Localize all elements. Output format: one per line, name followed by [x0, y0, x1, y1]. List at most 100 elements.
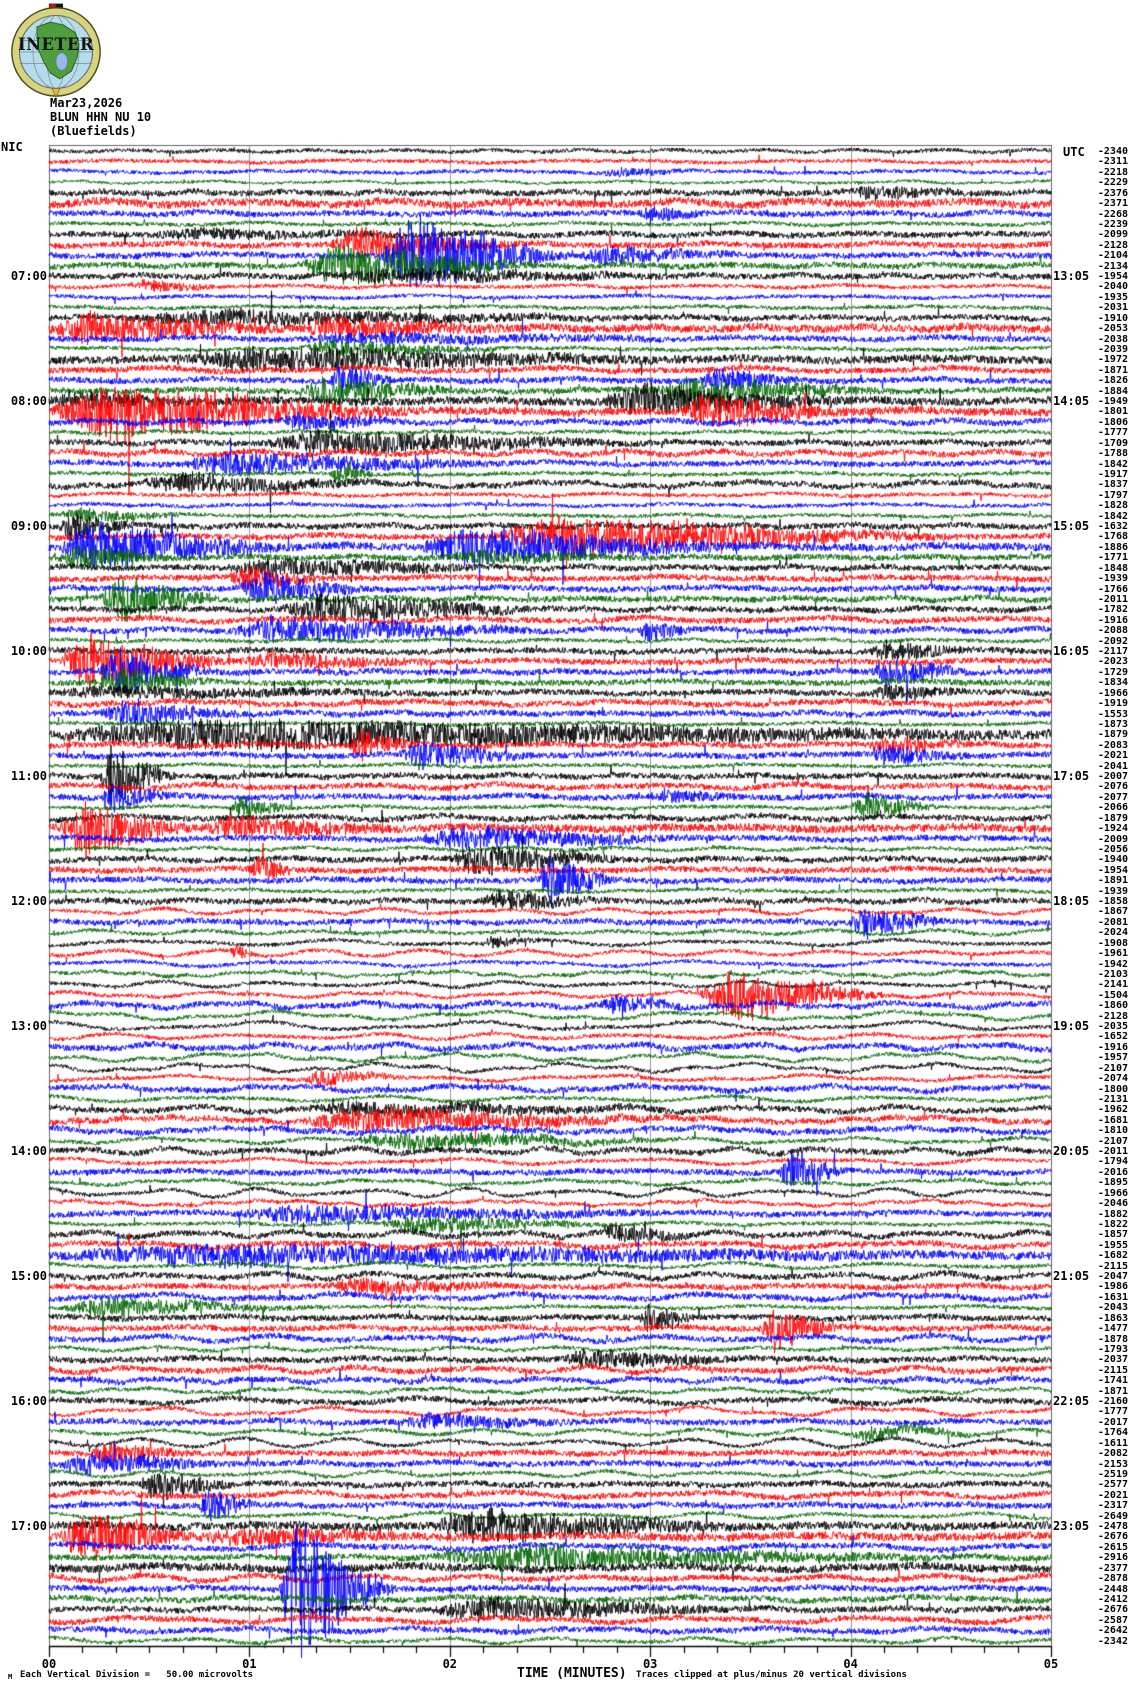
trace-offset-value: -2016 [1097, 1166, 1128, 1178]
trace-offset-value: -2046 [1097, 1198, 1128, 1210]
left-time-label: 14:00 [10, 1144, 47, 1158]
left-time-label: 17:00 [10, 1519, 47, 1533]
logo-nicaragua-map [36, 21, 80, 80]
trace-offset-value: -1871 [1097, 364, 1128, 376]
trace-offset-value: -1873 [1097, 718, 1128, 730]
trace-offset-value: -1632 [1097, 521, 1128, 532]
trace-offset-value: -1477 [1097, 1323, 1128, 1335]
trace-offset-value: -1810 [1097, 1125, 1128, 1137]
trace-offset-value: -1777 [1097, 1406, 1128, 1418]
trace-offset-value: -2229 [1097, 177, 1128, 189]
x-axis-title: TIME (MINUTES) [517, 1666, 627, 1681]
trace-offset-value: -2035 [1097, 1021, 1128, 1032]
right-time-label: 18:05 [1053, 894, 1090, 908]
trace-offset-value: -2083 [1097, 739, 1128, 751]
trace-offset-value: -1916 [1097, 1041, 1128, 1053]
trace-offset-value: -1729 [1097, 666, 1128, 678]
trace-offset-value: -1884 [1097, 385, 1128, 397]
trace-offset-value: -1966 [1097, 687, 1128, 699]
trace-offset-value: -2115 [1097, 1260, 1128, 1272]
left-time-label: 12:00 [10, 894, 47, 908]
trace-offset-value: -1771 [1097, 552, 1128, 564]
trace-offset-value: -1842 [1097, 458, 1128, 470]
trace-offset-value: -1826 [1097, 375, 1128, 387]
left-time-label: 07:00 [10, 269, 47, 283]
trace-offset-value: -2239 [1097, 218, 1128, 230]
trace-offset-value: -2024 [1097, 927, 1128, 939]
trace-offset-value: -1822 [1097, 1218, 1128, 1230]
right-time-label: 15:05 [1053, 519, 1090, 533]
trace-offset-value: -1709 [1097, 437, 1128, 449]
trace-offset-value: -2017 [1097, 1416, 1128, 1428]
vertical-scale-note: Each Vertical Division = 50.00 microvolt… [20, 1670, 253, 1680]
trace-offset-value: -2040 [1097, 281, 1128, 293]
right-time-label: 20:05 [1053, 1144, 1090, 1158]
trace-offset-value: -1916 [1097, 614, 1128, 626]
right-time-label: 16:05 [1053, 644, 1090, 658]
right-time-label: 23:05 [1053, 1519, 1090, 1533]
trace-offset-value: -2131 [1097, 1093, 1128, 1105]
trace-offset-value: -2412 [1097, 1593, 1128, 1605]
left-time-label: 11:00 [10, 769, 47, 783]
trace-offset-value: -2676 [1097, 1531, 1128, 1543]
trace-offset-value: -2074 [1097, 1073, 1128, 1085]
trace-offset-value: -2160 [1097, 1396, 1128, 1407]
trace-offset-value: -2009 [1097, 833, 1128, 845]
trace-offset-value: -1504 [1097, 989, 1128, 1001]
trace-offset-value: -1962 [1097, 1104, 1128, 1116]
trace-offset-value: -2649 [1097, 1510, 1128, 1522]
trace-offset-value: -1882 [1097, 1208, 1128, 1220]
trace-offset-value: -1681 [1097, 1114, 1128, 1126]
trace-offset-value: -2128 [1097, 239, 1128, 251]
trace-offset-value: -1924 [1097, 823, 1128, 835]
trace-offset-value: -1797 [1097, 489, 1128, 501]
x-tick-label: 03 [642, 1657, 658, 1671]
right-time-label: 14:05 [1053, 394, 1090, 408]
trace-offset-value: -2081 [1097, 916, 1128, 928]
trace-offset-value: -2376 [1097, 187, 1128, 199]
trace-offset-value: -1842 [1097, 510, 1128, 522]
trace-offset-value: -1863 [1097, 1312, 1128, 1324]
trace-offset-value: -2021 [1097, 1489, 1128, 1501]
trace-offset-value: -2011 [1097, 1146, 1128, 1157]
trace-offset-value: -2153 [1097, 1458, 1128, 1470]
trace-offset-value: -1828 [1097, 500, 1128, 512]
trace-offset-value: -2519 [1097, 1468, 1128, 1480]
trace-offset-value: -2056 [1097, 843, 1128, 855]
logo-lake [55, 52, 68, 71]
trace-offset-value: -1954 [1097, 271, 1128, 282]
trace-offset-value: -2340 [1097, 146, 1128, 157]
trace-offset-value: -1939 [1097, 573, 1128, 585]
trace-offset-value: -1777 [1097, 427, 1128, 439]
trace-offset-value: -2011 [1097, 593, 1128, 605]
trace-offset-value: -1949 [1097, 396, 1128, 407]
right-time-label: 21:05 [1053, 1269, 1090, 1283]
trace-offset-value: -1910 [1097, 312, 1128, 324]
trace-offset-value: -1940 [1097, 854, 1128, 866]
trace-offset-value: -2311 [1097, 156, 1128, 168]
left-time-label: 09:00 [10, 519, 47, 533]
trace-offset-value: -1955 [1097, 1239, 1128, 1251]
x-tick-label: 01 [242, 1657, 257, 1671]
header-station-name: (Bluefields) [50, 124, 137, 138]
trace-offset-value: -2587 [1097, 1614, 1128, 1626]
trace-offset-value: -1879 [1097, 812, 1128, 824]
trace-offset-value: -2007 [1097, 771, 1128, 782]
trace-offset-value: -1857 [1097, 1229, 1128, 1241]
trace-offset-value: -2141 [1097, 979, 1128, 991]
trace-offset-value: -1800 [1097, 1083, 1128, 1095]
trace-offset-value: -2076 [1097, 781, 1128, 793]
trace-offset-value: -1891 [1097, 875, 1128, 887]
trace-offset-value: -2077 [1097, 791, 1128, 803]
trace-offset-value: -2371 [1097, 198, 1128, 210]
trace-offset-value: -2478 [1097, 1521, 1128, 1532]
trace-offset-value: -1867 [1097, 906, 1128, 918]
trace-offset-value: -2104 [1097, 250, 1128, 262]
trace-offset-value: -1860 [1097, 1000, 1128, 1012]
trace-offset-value: -2115 [1097, 1364, 1128, 1376]
trace-offset-value: -2218 [1097, 166, 1128, 178]
trace-offset-value: -1908 [1097, 937, 1128, 949]
trace-offset-value: -2031 [1097, 302, 1128, 314]
